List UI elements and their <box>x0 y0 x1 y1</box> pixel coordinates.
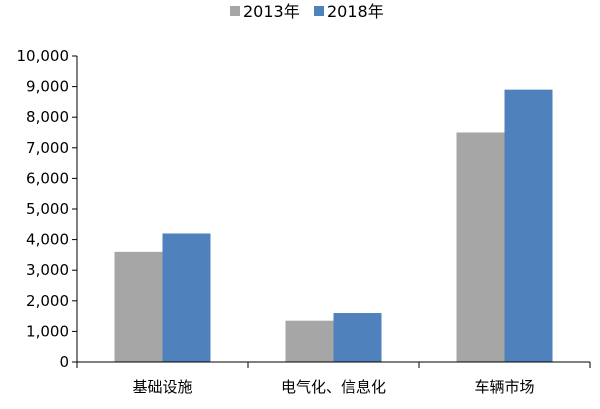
bar-series-2 <box>504 89 553 362</box>
y-tick-label: 7,000 <box>26 139 69 157</box>
x-axis: 基础设施 电气化、信息化 车辆市场 <box>76 361 591 396</box>
y-tick-label: 0 <box>59 353 69 371</box>
legend: 2013年 2018年 <box>230 2 384 21</box>
y-tick-label: 2,000 <box>26 292 69 310</box>
y-tick-label: 5,000 <box>26 200 69 218</box>
legend-swatch <box>314 6 324 16</box>
y-tick-label: 1,000 <box>26 322 69 340</box>
y-axis: 0 1,000 2,000 3,000 4,000 5,000 6,000 7,000 8,00… <box>17 47 78 371</box>
y-tick-label: 8,000 <box>26 108 69 126</box>
legend-swatch <box>230 6 240 16</box>
bar-series-2 <box>162 233 211 362</box>
y-tick-label: 10,000 <box>17 47 70 65</box>
x-category-label: 电气化、信息化 <box>281 378 386 396</box>
y-tick-label: 4,000 <box>26 231 69 249</box>
x-category-label: 基础设施 <box>132 378 192 396</box>
y-tick-label: 3,000 <box>26 261 69 279</box>
bar-series-1 <box>114 251 163 362</box>
y-tick-label: 6,000 <box>26 169 69 187</box>
bar-series-2 <box>333 313 382 362</box>
x-category-label: 车辆市场 <box>474 378 534 396</box>
legend-label: 2018年 <box>327 2 384 21</box>
y-tick-label: 9,000 <box>26 78 69 96</box>
bars <box>114 89 553 362</box>
bar-series-1 <box>456 132 505 362</box>
bar-series-1 <box>285 320 334 362</box>
legend-label: 2013年 <box>243 2 300 21</box>
